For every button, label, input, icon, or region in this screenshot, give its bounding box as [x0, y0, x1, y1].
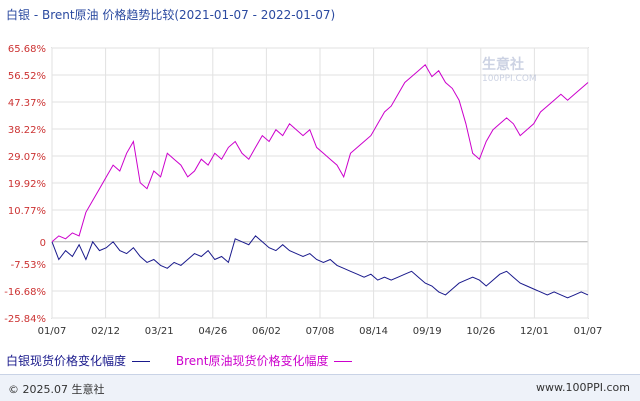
y-tick-label: 56.52% [8, 71, 46, 82]
footer-site-link[interactable]: www.100PPI.com [536, 381, 630, 394]
x-tick-label: 02/12 [91, 326, 120, 337]
x-tick-label: 12/01 [520, 326, 549, 337]
y-tick-label: 38.22% [8, 125, 46, 136]
x-tick-label: 10/26 [466, 326, 495, 337]
y-tick-label: 0 [40, 238, 46, 249]
x-tick-label: 09/19 [413, 326, 442, 337]
footer-copyright: © 2025.07 生意社 [8, 383, 105, 396]
x-tick-label: 08/14 [359, 326, 388, 337]
watermark-logo: 生意社 100PPI.COM [482, 54, 537, 84]
series-line-brent [51, 64, 589, 243]
watermark-brand: 生意社 [482, 57, 524, 73]
legend-item-brent: Brent原油现货价格变化幅度 [176, 352, 353, 369]
y-tick-label: 10.77% [8, 206, 46, 217]
x-tick-label: 06/02 [252, 326, 281, 337]
y-tick-label: 29.07% [8, 152, 46, 163]
series-lines [51, 64, 589, 299]
legend-swatch-brent [334, 361, 353, 362]
series-line-silver [51, 235, 589, 299]
x-tick-label: 01/07 [574, 326, 603, 337]
y-tick-label: 19.92% [8, 179, 46, 190]
legend-swatch-silver [132, 361, 151, 362]
watermark-url: 100PPI.COM [482, 74, 537, 84]
y-axis-ticks: 65.68% 56.52% 47.37% 38.22% 29.07% 19.92% 10.7… [4, 44, 46, 325]
legend-item-silver: 白银现货价格变化幅度 [6, 352, 151, 369]
x-axis-ticks: 01/07 02/12 03/21 04/26 06/02 07/08 08/14 09/19… [38, 326, 603, 337]
legend-label-silver: 白银现货价格变化幅度 [6, 354, 127, 368]
x-tick-label: 03/21 [145, 326, 174, 337]
legend-label-brent: Brent原油现货价格变化幅度 [175, 354, 329, 368]
chart-legend: 白银现货价格变化幅度 Brent原油现货价格变化幅度 [6, 352, 374, 369]
chart-title: 白银 - Brent原油 价格趋势比较(2021-01-07 - 2022-01… [6, 8, 336, 22]
x-tick-label: 01/07 [38, 326, 67, 337]
y-tick-label: 47.37% [8, 98, 46, 109]
x-tick-label: 04/26 [198, 326, 227, 337]
y-tick-label: -25.84% [4, 314, 46, 325]
footer-bar: © 2025.07 生意社 www.100PPI.com [0, 374, 640, 401]
y-tick-label: -7.53% [11, 260, 46, 271]
y-tick-label: -16.68% [4, 287, 46, 298]
y-tick-label: 65.68% [8, 44, 46, 55]
x-tick-label: 07/08 [306, 326, 335, 337]
grid-lines [51, 47, 589, 319]
